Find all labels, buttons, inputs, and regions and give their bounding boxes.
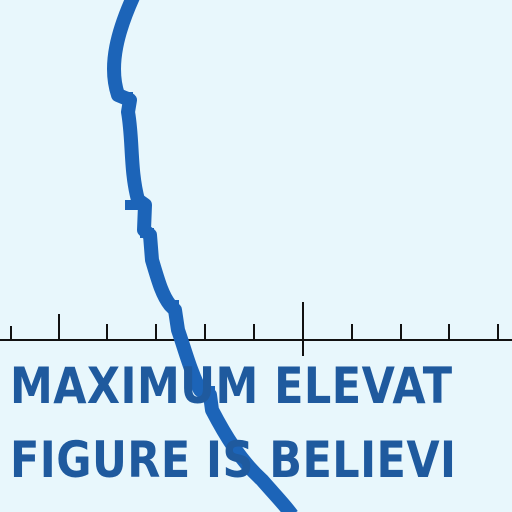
route-notch	[119, 92, 133, 102]
route-notch	[125, 200, 145, 210]
route-notch	[165, 300, 179, 310]
map-label-line-2: FIGURE IS BELIEVI	[10, 431, 457, 489]
map-label-line-1: MAXIMUM ELEVAT	[10, 357, 453, 415]
route-notch	[140, 228, 154, 238]
route-notch	[201, 386, 215, 396]
route-notches	[119, 92, 215, 396]
scale-bar-ticks	[10, 302, 499, 356]
